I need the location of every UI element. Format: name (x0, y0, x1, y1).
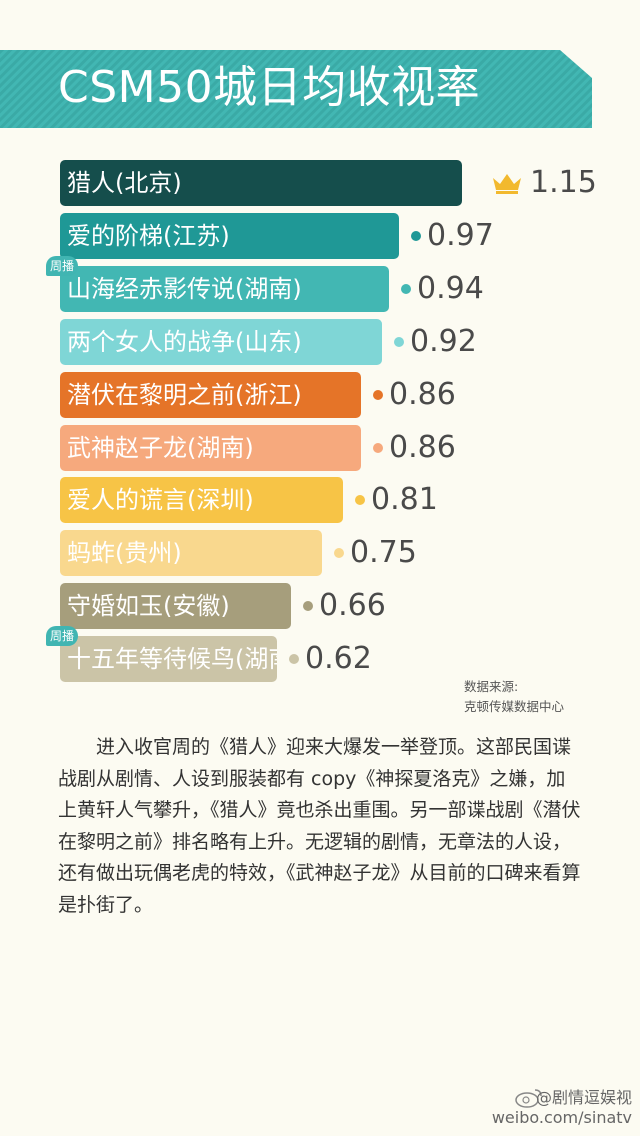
bar-3: 两个女人的战争(山东) (60, 319, 382, 365)
page-title: CSM50城日均收视率 (58, 62, 481, 113)
value-dot-8 (303, 601, 313, 611)
value-label-9: 0.62 (305, 641, 372, 676)
weekly-badge-2: 周播 (46, 256, 79, 276)
value-dot-4 (373, 390, 383, 400)
bar-9: 十五年等待候鸟(湖南) (60, 636, 277, 682)
value-dot-9 (289, 654, 299, 664)
value-dot-6 (355, 495, 365, 505)
title-banner: CSM50城日均收视率 (0, 50, 592, 128)
value-label-4: 0.86 (389, 377, 456, 412)
value-dot-7 (334, 548, 344, 558)
value-label-7: 0.75 (350, 535, 417, 570)
bar-1: 爱的阶梯(江苏) (60, 213, 399, 259)
value-label-3: 0.92 (410, 324, 477, 359)
bar-4: 潜伏在黎明之前(浙江) (60, 372, 361, 418)
value-label-0: 1.15 (530, 165, 597, 200)
value-dot-3 (394, 337, 404, 347)
watermark: @剧情逗娱视 weibo.com/sinatv (492, 1088, 632, 1128)
value-dot-1 (411, 231, 421, 241)
bar-8: 守婚如玉(安徽) (60, 583, 291, 629)
data-source: 数据来源: 克顿传媒数据中心 (464, 677, 564, 717)
value-label-1: 0.97 (427, 218, 494, 253)
weekly-badge-9: 周播 (46, 626, 79, 646)
bar-7: 蚂蚱(贵州) (60, 530, 322, 576)
data-source-value: 克顿传媒数据中心 (464, 699, 565, 714)
value-label-5: 0.86 (389, 430, 456, 465)
value-dot-5 (373, 443, 383, 453)
weibo-logo-icon (515, 1089, 542, 1108)
banner-stripes (0, 50, 592, 128)
article-paragraph: 进入收官周的《猎人》迎来大爆发一举登顶。这部民国谍战剧从剧情、人设到服装都有 c… (58, 736, 581, 916)
bar-5: 武神赵子龙(湖南) (60, 425, 361, 471)
crown-icon (493, 174, 521, 194)
bar-0: 猎人(北京) (60, 160, 462, 206)
value-label-8: 0.66 (319, 588, 386, 623)
bar-2: 山海经赤影传说(湖南) (60, 266, 389, 312)
data-source-label: 数据来源: (464, 679, 519, 694)
bar-6: 爱人的谎言(深圳) (60, 477, 343, 523)
watermark-account: @剧情逗娱视 (535, 1088, 632, 1107)
value-label-2: 0.94 (417, 271, 484, 306)
value-dot-2 (401, 284, 411, 294)
value-label-6: 0.81 (371, 482, 438, 517)
watermark-url: weibo.com/sinatv (491, 1108, 632, 1127)
